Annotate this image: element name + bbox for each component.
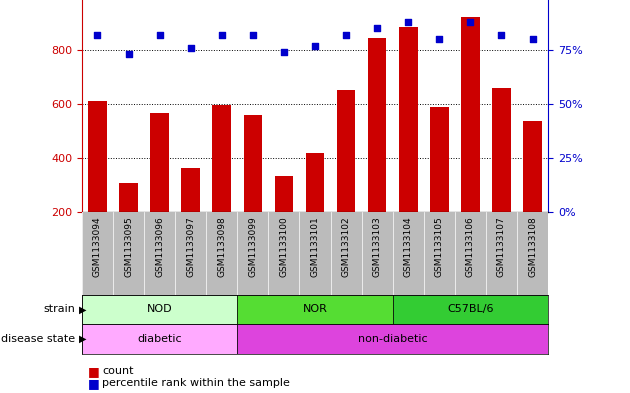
Bar	[82, 324, 238, 354]
Bar	[119, 183, 138, 266]
Bar	[212, 105, 231, 266]
Text: diabetic: diabetic	[137, 334, 182, 344]
Text: non-diabetic: non-diabetic	[358, 334, 428, 344]
Text: GSM1133095: GSM1133095	[124, 217, 133, 277]
Point	[123, 51, 134, 57]
Point	[310, 42, 320, 49]
Point	[93, 32, 103, 38]
Text: GSM1133107: GSM1133107	[497, 217, 506, 277]
Point	[154, 32, 164, 38]
Text: strain: strain	[43, 305, 76, 314]
Text: GSM1133094: GSM1133094	[93, 217, 102, 277]
Bar	[430, 107, 449, 266]
Text: NOR: NOR	[302, 305, 328, 314]
Point	[341, 32, 351, 38]
Text: GSM1133104: GSM1133104	[404, 217, 413, 277]
Bar	[244, 115, 262, 266]
Bar	[399, 27, 418, 266]
Bar	[88, 101, 106, 266]
Bar	[181, 169, 200, 266]
Bar	[238, 295, 392, 324]
Point	[466, 19, 476, 25]
Bar	[492, 88, 511, 266]
Text: disease state: disease state	[1, 334, 76, 344]
Text: GSM1133097: GSM1133097	[186, 217, 195, 277]
Point	[248, 32, 258, 38]
Text: GSM1133103: GSM1133103	[373, 217, 382, 277]
Text: GSM1133102: GSM1133102	[341, 217, 350, 277]
Text: ▶: ▶	[79, 334, 86, 344]
Text: ▶: ▶	[79, 305, 86, 314]
Text: ■: ■	[88, 365, 100, 378]
Text: percentile rank within the sample: percentile rank within the sample	[102, 378, 290, 388]
Point	[434, 36, 444, 42]
Bar	[82, 295, 238, 324]
Point	[186, 45, 196, 51]
Text: GSM1133098: GSM1133098	[217, 217, 226, 277]
Bar	[524, 121, 542, 266]
Point	[279, 49, 289, 55]
Bar	[337, 90, 355, 266]
Point	[527, 36, 537, 42]
Point	[403, 19, 413, 25]
Text: GSM1133099: GSM1133099	[248, 217, 257, 277]
Bar	[151, 113, 169, 266]
Text: NOD: NOD	[147, 305, 173, 314]
Text: ■: ■	[88, 376, 100, 390]
Bar	[368, 38, 386, 266]
Point	[217, 32, 227, 38]
Text: GSM1133105: GSM1133105	[435, 217, 444, 277]
Point	[496, 32, 507, 38]
Bar	[238, 324, 548, 354]
Text: GSM1133106: GSM1133106	[466, 217, 475, 277]
Text: C57BL/6: C57BL/6	[447, 305, 494, 314]
Bar	[306, 153, 324, 266]
Bar	[275, 176, 293, 266]
Text: GSM1133096: GSM1133096	[155, 217, 164, 277]
Text: GSM1133108: GSM1133108	[528, 217, 537, 277]
Text: GSM1133100: GSM1133100	[280, 217, 289, 277]
Text: count: count	[102, 366, 134, 376]
Bar	[461, 17, 479, 266]
Text: GSM1133101: GSM1133101	[311, 217, 319, 277]
Point	[372, 25, 382, 31]
Bar	[392, 295, 548, 324]
